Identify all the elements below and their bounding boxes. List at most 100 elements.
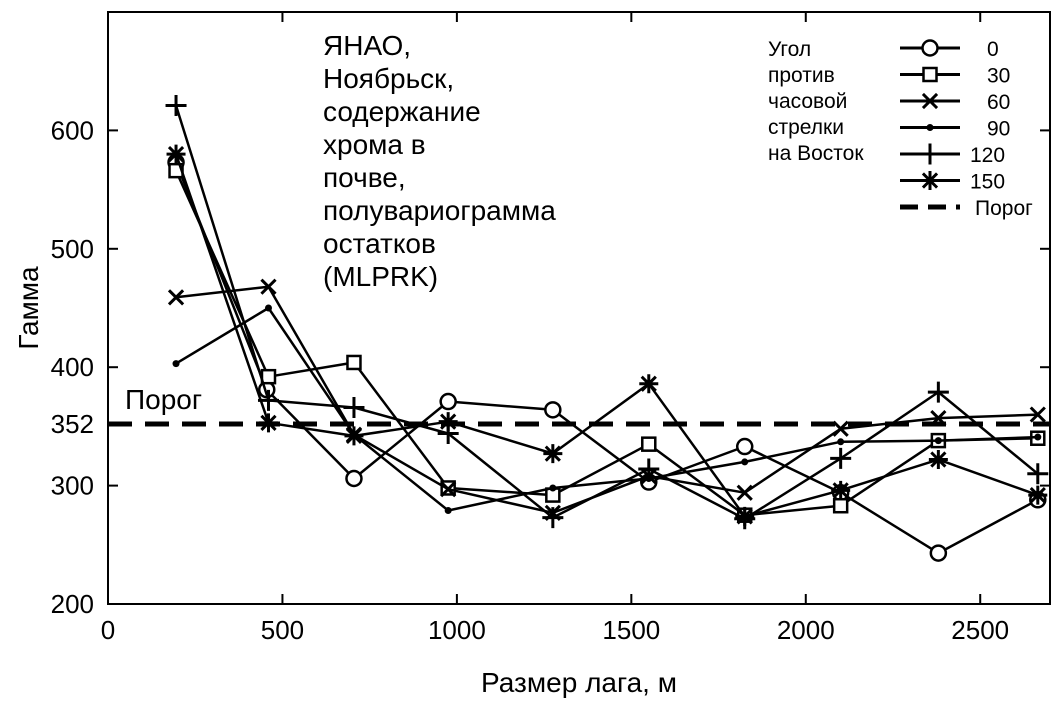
data-point-90 — [741, 458, 749, 466]
series-line-0 — [174, 161, 1039, 555]
x-tick-label: 500 — [261, 615, 304, 645]
legend-marker-60 — [921, 92, 939, 110]
y-tick-label: 500 — [51, 234, 94, 264]
title-line: (MLPRK) — [323, 261, 438, 292]
legend-entry-0: 0 — [900, 38, 999, 61]
title-line: полувариограмма — [323, 195, 556, 226]
legend-title-line: Угол — [768, 38, 811, 61]
threshold-layer: Порог — [108, 384, 1050, 427]
legend-entry-threshold: Порог — [900, 197, 1033, 220]
data-point-30 — [641, 436, 657, 452]
data-point-30 — [260, 368, 277, 385]
legend-entry-120: 120 — [900, 143, 1005, 167]
legend-label: 150 — [970, 171, 1005, 194]
data-point-120 — [1027, 463, 1049, 485]
series-line-30 — [174, 170, 1038, 517]
series-line-60 — [175, 285, 1038, 515]
data-point-150 — [438, 412, 458, 432]
data-point-60 — [1029, 406, 1046, 423]
legend-label: 60 — [987, 91, 1010, 114]
x-tick-label: 2500 — [951, 615, 1009, 645]
series-line-120 — [174, 105, 1039, 521]
legend-entry-60: 60 — [900, 91, 1010, 114]
data-point-90 — [264, 304, 272, 312]
series-layer — [165, 95, 1049, 562]
data-point-120 — [542, 507, 564, 529]
data-point-150 — [831, 480, 851, 500]
legend-entry-150: 150 — [900, 171, 1005, 194]
legend-title-line: стрелки — [768, 116, 844, 139]
series-150 — [166, 144, 1048, 526]
data-point-90 — [444, 506, 452, 514]
data-point-0 — [929, 544, 948, 562]
y-tick-label: 352 — [51, 409, 94, 439]
title-line: остатков — [323, 228, 436, 259]
data-point-60 — [832, 420, 849, 437]
data-point-90 — [172, 360, 180, 368]
data-point-120 — [830, 447, 852, 469]
data-point-150 — [928, 450, 948, 470]
y-tick-label: 200 — [51, 589, 94, 619]
title-line: ЯНАО, — [323, 30, 411, 61]
data-point-150 — [639, 374, 659, 394]
legend-marker-150 — [920, 171, 940, 190]
legend-title-line: против — [768, 64, 835, 87]
legend-entry-30: 30 — [900, 65, 1010, 88]
data-point-120 — [343, 396, 365, 418]
data-point-0 — [439, 392, 457, 411]
plot-frame — [107, 11, 1051, 605]
data-point-120 — [927, 381, 949, 403]
legend-title-line: часовой — [768, 90, 847, 113]
legend-marker-0 — [921, 39, 939, 57]
series-line-90 — [175, 306, 1038, 512]
x-axis-label: Размер лага, м — [481, 667, 677, 698]
legend-label: Порог — [975, 197, 1033, 220]
title-line: хрома в — [323, 129, 426, 160]
series-120 — [165, 95, 1049, 530]
data-point-0 — [735, 437, 754, 456]
legend-marker-30 — [922, 66, 938, 83]
data-point-60 — [736, 484, 753, 501]
data-point-120 — [165, 95, 187, 117]
legend-label: 0 — [987, 38, 999, 61]
data-point-60 — [260, 278, 277, 295]
legend-entry-90: 90 — [900, 118, 1010, 141]
data-point-150 — [166, 144, 186, 164]
legend-label: 120 — [970, 144, 1005, 167]
series-0 — [167, 153, 1047, 562]
legend-label: 30 — [987, 65, 1010, 88]
threshold-label: Порог — [125, 384, 202, 415]
data-point-0 — [345, 469, 363, 488]
data-point-90 — [1034, 433, 1042, 441]
x-tick-label: 1500 — [602, 615, 660, 645]
y-tick-label: 400 — [51, 352, 94, 382]
legend-marker-90 — [926, 124, 934, 131]
data-point-150 — [735, 506, 755, 526]
y-tick-label: 600 — [51, 115, 94, 145]
data-point-60 — [440, 481, 457, 498]
data-point-30 — [346, 354, 362, 371]
title-line: содержание — [323, 96, 481, 127]
title-line: почве, — [323, 162, 406, 193]
y-axis-label: Гамма — [13, 266, 44, 350]
title-line: Ноябрьск, — [323, 63, 454, 94]
x-tick-label: 1000 — [428, 615, 486, 645]
data-point-150 — [344, 426, 364, 446]
series-line-150 — [174, 153, 1039, 518]
legend-marker-120 — [919, 143, 941, 165]
data-point-150 — [258, 413, 278, 433]
data-point-120 — [257, 389, 279, 411]
legend-label: 90 — [987, 118, 1010, 141]
data-point-90 — [549, 484, 557, 492]
x-tick-label: 2000 — [777, 615, 835, 645]
series-90 — [172, 304, 1042, 514]
data-point-90 — [934, 437, 942, 445]
data-point-30 — [832, 497, 849, 514]
legend-title-line: на Восток — [768, 142, 864, 165]
data-point-90 — [837, 438, 845, 446]
y-tick-label: 300 — [51, 471, 94, 501]
x-tick-label: 0 — [101, 615, 115, 645]
